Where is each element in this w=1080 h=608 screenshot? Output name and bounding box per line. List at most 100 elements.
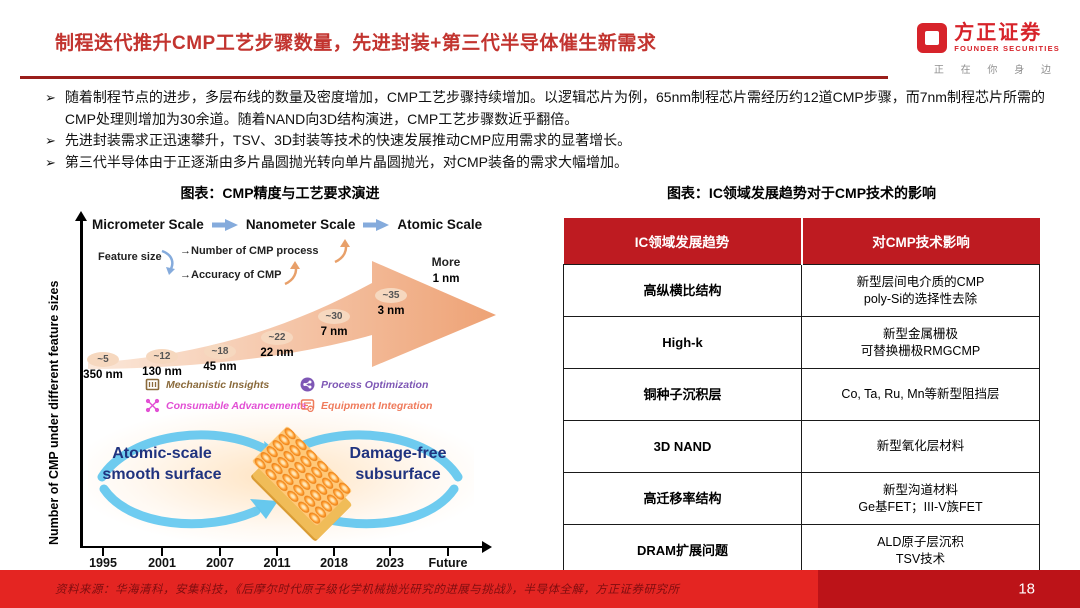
scale-stage-label: Micrometer Scale: [92, 217, 204, 232]
right-arrow-icon: [363, 218, 390, 231]
cmp-count-bubble: ~5: [87, 352, 119, 367]
x-tick-label: Future: [428, 556, 468, 570]
legend-label: Process Optimization: [321, 378, 429, 391]
table-row: 高纵横比结构 新型层间电介质的CMP poly-Si的选择性去除: [563, 264, 1040, 317]
title-divider: [20, 76, 888, 79]
legend-label: Equipment Integration: [321, 399, 433, 412]
x-tick: [276, 547, 278, 556]
trend-cell: 高迁移率结构: [563, 472, 802, 525]
bullet-arrow-icon: ➢: [45, 133, 56, 148]
trend-cell: High-k: [563, 316, 802, 369]
curve-down-arrow-icon: [161, 249, 175, 275]
data-point: More 1 nm: [418, 253, 474, 286]
trend-cell: 3D NAND: [563, 420, 802, 473]
footer-bar: 资料来源：华海清科，安集科技，《后摩尔时代原子级化学机械抛光研究的进展与挑战》，…: [0, 570, 1080, 608]
page-number: 18: [1018, 580, 1035, 598]
trend-cell: DRAM扩展问题: [563, 524, 802, 577]
table-row: 铜种子沉积层 Co, Ta, Ru, Mn等新型阻挡层: [563, 368, 1040, 421]
right-figure-title: 图表：IC领域发展趋势对于CMP技术的影响: [666, 185, 937, 201]
data-point: ~5 350 nm: [75, 349, 131, 381]
x-tick-label: 1995: [89, 556, 117, 570]
legend-item-mechanistic: Mechanistic Insights: [145, 377, 300, 392]
impact-cell: 新型沟道材料 Ge基FET；III-V族FET: [801, 472, 1040, 525]
x-tick: [219, 547, 221, 556]
table-row: 3D NAND 新型氧化层材料: [563, 420, 1040, 473]
legend-item-equipment: Equipment Integration: [300, 398, 470, 413]
bullet-text: 随着制程节点的进步，多层布线的数量及密度增加，CMP工艺步骤持续增加。以逻辑芯片…: [64, 89, 1045, 127]
cmp-process-annotation: →Number of CMP process: [180, 245, 319, 257]
legend-label: Consumable Advancements: [166, 399, 307, 412]
cmp-count-bubble: ~18: [204, 344, 236, 359]
x-axis: [80, 541, 492, 552]
cmp-count-bubble: ~35: [375, 288, 407, 303]
cmp-accuracy-annotation: →Accuracy of CMP: [180, 269, 282, 281]
data-point: ~30 7 nm: [306, 306, 362, 338]
table-row: High-k 新型金属栅极 可替换栅极RMGCMP: [563, 316, 1040, 369]
table-row: 高迁移率结构 新型沟道材料 Ge基FET；III-V族FET: [563, 472, 1040, 525]
bullet-item: ➢ 第三代半导体由于正逐渐由多片晶圆抛光转向单片晶圆抛光，对CMP装备的需求大幅…: [45, 152, 1045, 174]
surface-label-smooth: Atomic-scale smooth surface: [102, 445, 222, 483]
node-label: 130 nm: [142, 366, 182, 378]
cmp-count-bubble: ~12: [146, 349, 178, 364]
logo-tagline: 正 在 你 身 边: [933, 65, 1058, 76]
x-tick: [161, 547, 163, 556]
impact-cell: 新型氧化层材料: [801, 420, 1040, 473]
legend-item-consumable: Consumable Advancements: [145, 398, 306, 413]
x-tick: [389, 547, 391, 556]
x-tick-label: 2018: [320, 556, 348, 570]
curve-up-arrow-icon: [284, 261, 300, 286]
trend-cell: 高纵横比结构: [563, 264, 802, 317]
ic-trends-table: IC领域发展趋势 对CMP技术影响 高纵横比结构 新型层间电介质的CMP pol…: [563, 218, 1040, 577]
data-point: ~12 130 nm: [134, 346, 190, 378]
x-tick: [333, 547, 335, 556]
scale-stages: Micrometer Scale Nanometer Scale Atomic …: [92, 217, 500, 232]
source-note: 资料来源：华海清科，安集科技，《后摩尔时代原子级化学机械抛光研究的进展与挑战》，…: [55, 584, 680, 596]
bullet-arrow-icon: ➢: [45, 90, 56, 105]
cmp-count-bubble: ~30: [318, 309, 350, 324]
bullet-text: 第三代半导体由于正逐渐由多片晶圆抛光转向单片晶圆抛光，对CMP装备的需求大幅增加…: [64, 153, 629, 170]
right-arrow-icon: [211, 218, 238, 231]
impact-cell: 新型层间电介质的CMP poly-Si的选择性去除: [801, 264, 1040, 317]
process-optimization-icon: [300, 377, 315, 392]
column-header-trend: IC领域发展趋势: [563, 218, 802, 265]
cmp-count-bubble: More: [431, 255, 461, 269]
x-tick-label: 2011: [263, 556, 291, 570]
scale-stage-label: Nanometer Scale: [245, 217, 356, 232]
x-tick-label: 2001: [148, 556, 176, 570]
equipment-integration-icon: [300, 399, 315, 413]
bullet-item: ➢ 随着制程节点的进步，多层布线的数量及密度增加，CMP工艺步骤持续增加。以逻辑…: [45, 87, 1045, 130]
cmp-evolution-chart: Atomic-scale smooth surface Damage-free …: [47, 205, 500, 570]
node-label: 350 nm: [83, 369, 123, 381]
founder-logo-icon: [917, 22, 948, 53]
cmp-count-bubble: ~22: [261, 330, 293, 345]
curve-up-arrow-icon: [334, 239, 350, 264]
impact-cell: ALD原子层沉积 TSV技术: [801, 524, 1040, 577]
page-title: 制程迭代推升CMP工艺步骤数量，先进封装+第三代半导体催生新需求: [55, 33, 657, 54]
y-axis: [76, 211, 86, 548]
table-header-row: IC领域发展趋势 对CMP技术影响: [563, 218, 1040, 265]
impact-cell: Co, Ta, Ru, Mn等新型阻挡层: [801, 368, 1040, 421]
logo-name-cn: 方正证券: [954, 22, 1043, 44]
founder-securities-logo: 方正证券 FOUNDER SECURITIES 正 在 你 身 边: [900, 22, 1060, 76]
chart-legend: Mechanistic Insights Process Optimizatio…: [145, 377, 470, 413]
data-point: ~35 3 nm: [363, 285, 419, 317]
x-tick: [102, 547, 104, 556]
logo-name-en: FOUNDER SECURITIES: [954, 44, 1060, 53]
node-label: 7 nm: [320, 326, 348, 338]
x-tick-label: 2023: [376, 556, 404, 570]
node-label: 22 nm: [260, 347, 294, 359]
feature-size-label: Feature size: [98, 251, 162, 263]
trend-cell: 铜种子沉积层: [563, 368, 802, 421]
table-row: DRAM扩展问题 ALD原子层沉积 TSV技术: [563, 524, 1040, 577]
bullet-item: ➢ 先进封装需求正迅速攀升，TSV、3D封装等技术的快速发展推动CMP应用需求的…: [45, 130, 1045, 152]
data-point: ~18 45 nm: [192, 341, 248, 373]
impact-cell: 新型金属栅极 可替换栅极RMGCMP: [801, 316, 1040, 369]
scale-stage-label: Atomic Scale: [397, 217, 483, 232]
x-tick: [447, 547, 449, 556]
legend-item-process: Process Optimization: [300, 377, 470, 392]
data-point: ~22 22 nm: [249, 327, 305, 359]
x-tick-label: 2007: [206, 556, 234, 570]
bullet-arrow-icon: ➢: [45, 154, 56, 170]
mechanistic-insights-icon: [145, 378, 160, 391]
